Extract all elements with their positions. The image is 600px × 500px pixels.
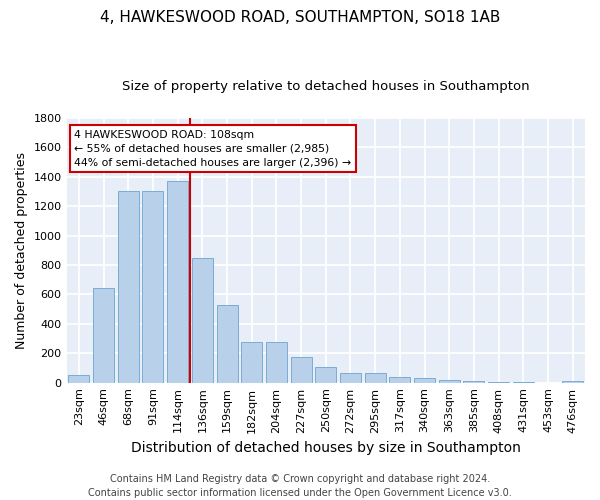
Bar (217, 306, 238, 382)
Bar (266, 342, 287, 382)
Bar (463, 381, 484, 382)
Bar (365, 373, 386, 382)
Text: Contains HM Land Registry data © Crown copyright and database right 2024.
Contai: Contains HM Land Registry data © Crown c… (88, 474, 512, 498)
X-axis label: Distribution of detached houses by size in Southampton: Distribution of detached houses by size … (131, 441, 521, 455)
Y-axis label: Number of detached properties: Number of detached properties (15, 152, 28, 348)
Bar (167, 181, 188, 382)
Bar (93, 288, 114, 382)
Bar (241, 342, 262, 382)
Bar (68, 374, 89, 382)
Title: Size of property relative to detached houses in Southampton: Size of property relative to detached ho… (122, 80, 530, 93)
Bar (192, 258, 213, 382)
Bar (414, 378, 435, 382)
Text: 4, HAWKESWOOD ROAD, SOUTHAMPTON, SO18 1AB: 4, HAWKESWOOD ROAD, SOUTHAMPTON, SO18 1A… (100, 10, 500, 25)
Bar (315, 367, 336, 382)
Bar (340, 373, 361, 382)
Bar (562, 381, 583, 382)
Text: 4 HAWKESWOOD ROAD: 108sqm
← 55% of detached houses are smaller (2,985)
44% of se: 4 HAWKESWOOD ROAD: 108sqm ← 55% of detac… (74, 130, 352, 168)
Bar (118, 192, 139, 382)
Bar (439, 380, 460, 382)
Bar (142, 192, 163, 382)
Bar (290, 357, 311, 382)
Bar (389, 377, 410, 382)
